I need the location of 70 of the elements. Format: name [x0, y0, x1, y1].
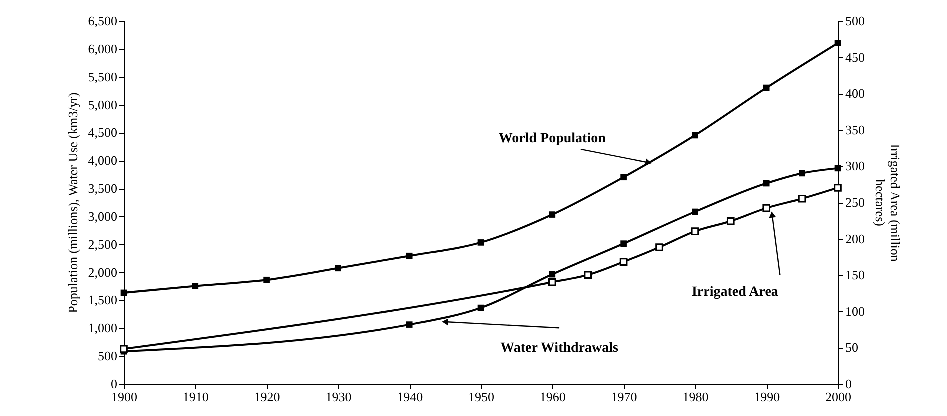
text: Irrigated Area [692, 284, 778, 300]
y2-tick-label: 500 [846, 14, 865, 28]
y2-tick-label: 350 [846, 122, 865, 138]
point [834, 184, 842, 192]
x-tick-label: 1920 [254, 390, 280, 404]
text: Water Withdrawals [500, 340, 620, 356]
point [120, 345, 128, 354]
text: World Population [498, 131, 606, 146]
y-tick-label: 4,000 [88, 153, 118, 168]
point [549, 212, 556, 218]
y2-tick-label: 0 [846, 376, 852, 392]
point [799, 170, 806, 177]
x-tick-label: 1970 [611, 390, 638, 404]
y-tick-label: 6,000 [88, 41, 118, 56]
y-tick-label: 1,000 [88, 320, 118, 336]
y-tick-label: 500 [98, 348, 118, 364]
y-tick-label: 5,500 [88, 69, 118, 84]
point [726, 217, 735, 226]
y2-tick-label: 100 [846, 304, 865, 319]
point [834, 165, 842, 172]
point [478, 240, 484, 246]
point [763, 84, 770, 92]
point [406, 252, 413, 260]
point [834, 40, 842, 46]
y-tick-label: 3,000 [88, 208, 118, 224]
x-tick-label: 1980 [682, 390, 709, 404]
y-tick-label: 6,500 [88, 14, 118, 28]
y2-tick-label: 300 [846, 158, 865, 174]
y-tick-label: 5,000 [88, 97, 118, 112]
point [620, 240, 627, 247]
y2-axis-title: Irrigated Area (million hectares) [873, 144, 903, 262]
y-tick-label: 2,000 [88, 264, 118, 280]
y-tick-label: 3,500 [88, 181, 118, 196]
x-tick-label: 1910 [182, 390, 209, 404]
point [549, 271, 556, 278]
y-tick-label: 1,500 [88, 292, 118, 308]
point [192, 283, 199, 290]
point [656, 244, 664, 252]
point [406, 322, 413, 328]
y2-tick-label: 150 [846, 268, 865, 283]
y-tick-label: 4,500 [88, 125, 118, 140]
y-tick-label: 2,500 [88, 236, 118, 252]
point [798, 194, 806, 203]
x-tick-label: 2000 [826, 390, 852, 404]
point [120, 290, 128, 296]
y-axis-title: Population (millions), Water Use (km3/yr) [65, 92, 80, 314]
point [762, 204, 771, 212]
y2-tick-label: 450 [846, 50, 865, 65]
point [692, 132, 698, 139]
point [335, 265, 342, 272]
x-tick-label: 1960 [540, 390, 566, 404]
x-tick-label: 1940 [397, 390, 424, 404]
point [620, 258, 628, 266]
point [584, 271, 592, 280]
point [692, 208, 698, 216]
x-tick-label: 1990 [754, 390, 780, 404]
point [691, 228, 700, 236]
y2-tick-label: 50 [846, 340, 858, 356]
x-tick-label: 1900 [112, 390, 138, 404]
y2-tick-label: 250 [846, 195, 865, 210]
point [620, 174, 627, 181]
x-tick-label: 1930 [326, 390, 352, 404]
point [478, 304, 484, 312]
point [763, 180, 770, 187]
x-tick-label: 1950 [468, 390, 494, 404]
y2-tick-label: 200 [846, 231, 865, 246]
y-tick-label: 0 [111, 376, 118, 392]
y2-tick-label: 400 [846, 86, 865, 102]
point [548, 278, 556, 286]
point [264, 276, 270, 284]
